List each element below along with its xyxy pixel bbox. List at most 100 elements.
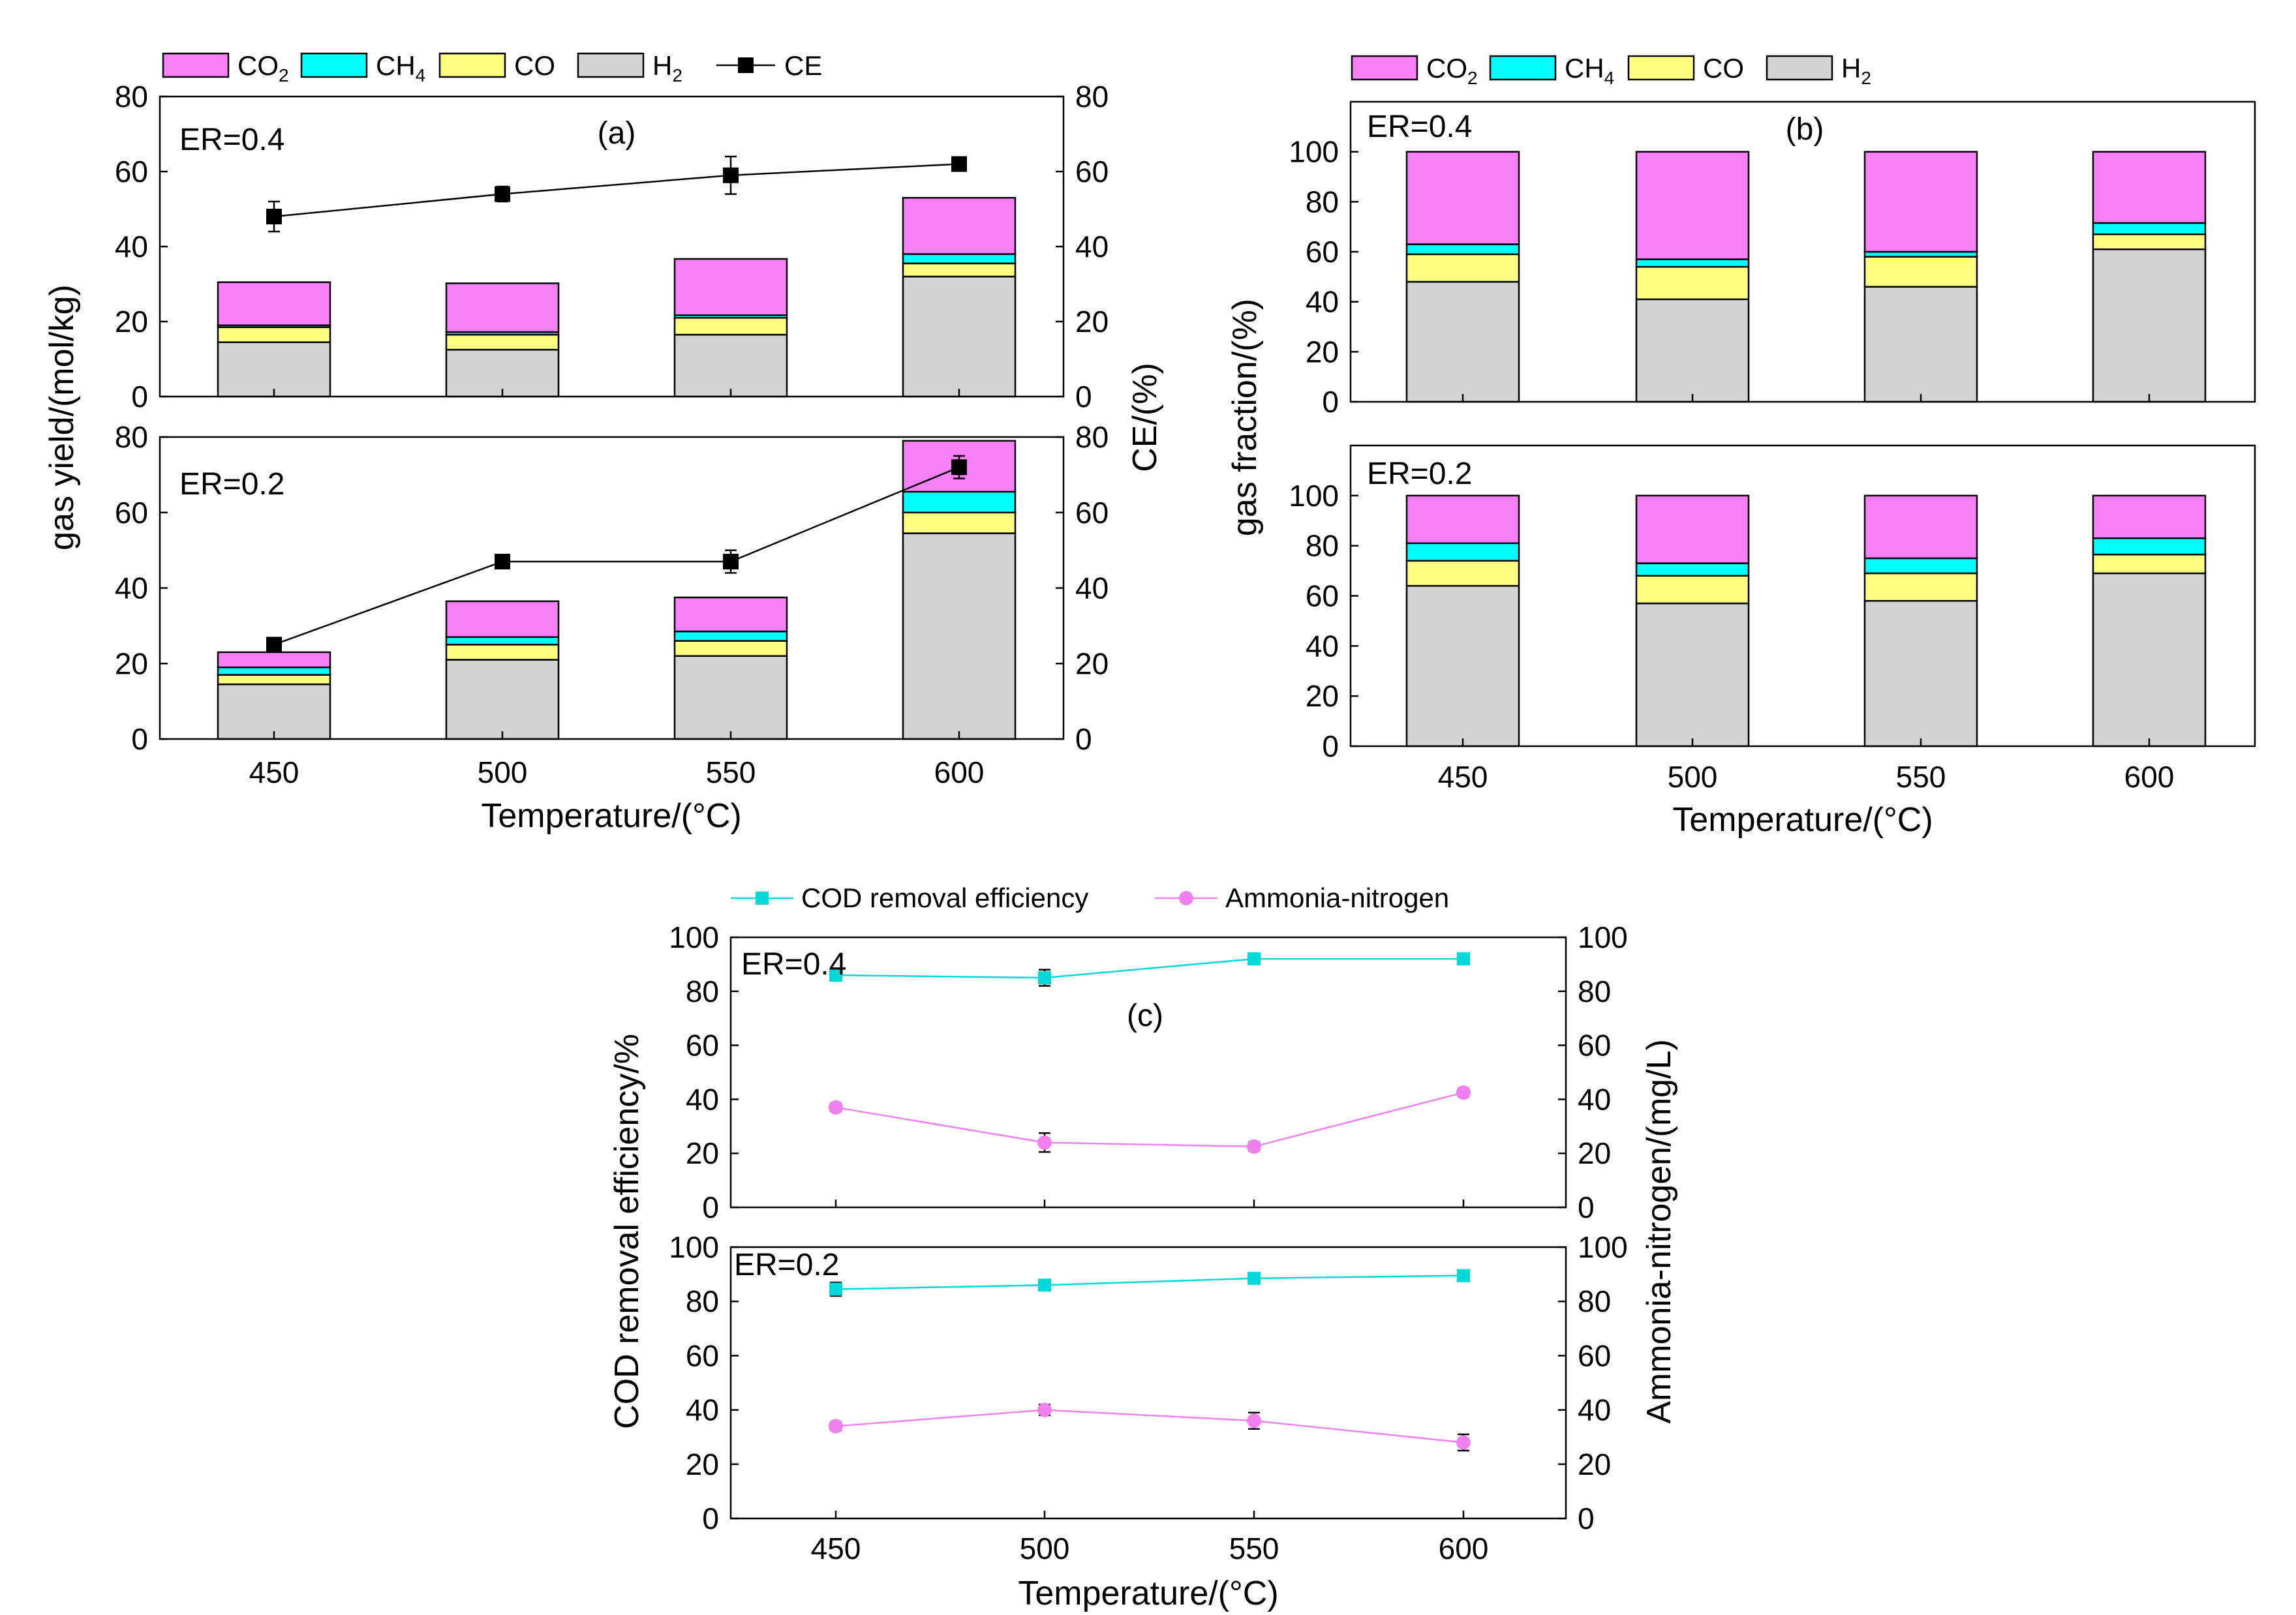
plot-frame-c-ER04 — [729, 936, 1567, 1209]
legend-label-co2: CO2 — [237, 50, 289, 85]
y-tick-label-b: 100 — [1289, 135, 1339, 169]
bar-co-ER04-550 — [1863, 256, 1978, 288]
bar-ch4-ER02-500 — [1635, 562, 1750, 577]
bar-co-ER02-600 — [902, 511, 1017, 534]
x-tick-label: 600 — [1439, 1532, 1489, 1565]
y2-tick-label-a: 80 — [1075, 80, 1109, 113]
bar-co2-ER04-450 — [1405, 151, 1520, 245]
legend-swatch-h2 — [1766, 55, 1833, 81]
y-tick-label-c: 80 — [686, 974, 719, 1008]
bar-ch4-ER02-550 — [1863, 557, 1978, 575]
nh3-line-ER02 — [835, 1409, 1464, 1443]
cod-point-ER04-550 — [1247, 952, 1261, 966]
x-tick-label: 550 — [1896, 760, 1946, 794]
nh3-line-ER04 — [835, 1091, 1464, 1148]
legend-label-co: CO — [514, 50, 555, 81]
y-axis-label-b: gas fraction/(%) — [1226, 299, 1264, 536]
bar-ch4-ER02-450 — [217, 666, 331, 676]
y-tick-label-b: 80 — [1306, 185, 1339, 219]
legend-swatch-co2 — [162, 52, 230, 78]
x-tick-label: 600 — [934, 755, 985, 789]
bar-ch4-ER04-500 — [1635, 258, 1750, 268]
legend-swatch-ch4 — [300, 52, 368, 78]
cod-point-ER04-450 — [829, 968, 842, 982]
legend-label-ch4: CH4 — [376, 50, 425, 85]
bar-h2-ER02-600 — [902, 532, 1017, 740]
bar-co-ER02-450 — [1405, 560, 1520, 587]
y-tick-label-b: 40 — [1306, 285, 1339, 319]
y2-tick-label-a: 20 — [1075, 305, 1109, 339]
nh3-point-ER02-600 — [1456, 1435, 1471, 1450]
bar-co-ER04-450 — [217, 326, 331, 343]
plot-frame-c-ER02 — [729, 1246, 1567, 1520]
y-tick-label-c: 100 — [669, 1230, 719, 1264]
panel-tag-c-ER02: ER=0.2 — [734, 1248, 839, 1282]
bar-h2-ER02-500 — [1635, 602, 1750, 747]
cod-point-ER02-450 — [829, 1282, 842, 1296]
legend-label-co: CO — [1703, 53, 1744, 83]
ce-point-ER04-450 — [266, 209, 282, 224]
x-axis-label-c: Temperature/(°C) — [1018, 1575, 1278, 1612]
bar-co2-ER02-600 — [2092, 494, 2207, 539]
y-tick-label-c: 80 — [686, 1284, 719, 1318]
ce-point-ER02-550 — [723, 553, 739, 569]
panel-tag-a-ER02: ER=0.2 — [179, 467, 284, 502]
cod-line-ER02 — [835, 1275, 1464, 1290]
x-tick-label: 450 — [249, 755, 299, 789]
y-tick-label-b: 0 — [1322, 385, 1339, 419]
legend-label-ch4: CH4 — [1565, 53, 1614, 88]
y2-tick-label-c: 0 — [1578, 1190, 1595, 1224]
ce-line-ER02 — [273, 466, 960, 646]
x-tick-label: 500 — [1668, 760, 1718, 794]
y-tick-label-b: 100 — [1289, 479, 1339, 513]
y2-tick-label-c: 20 — [1578, 1447, 1611, 1481]
panel-tag-a-ER04: ER=0.4 — [179, 123, 284, 157]
x-tick-label: 550 — [706, 755, 756, 789]
legend-marker-ce — [738, 57, 754, 73]
bar-co-ER04-500 — [1635, 265, 1750, 301]
y2-axis-label-c: Ammonia-nitrogen/(mg/L) — [1640, 1039, 1678, 1424]
legend-label-co2: CO2 — [1426, 53, 1478, 88]
y2-tick-label-c: 100 — [1578, 1230, 1628, 1264]
bar-co-ER02-450 — [217, 674, 331, 686]
bar-ch4-ER02-500 — [445, 636, 560, 646]
y2-tick-label-a: 60 — [1075, 496, 1109, 530]
cod-point-ER04-600 — [1457, 952, 1470, 966]
bar-h2-ER04-550 — [1863, 286, 1978, 403]
bar-ch4-ER02-550 — [673, 630, 788, 642]
bar-h2-ER04-600 — [902, 275, 1017, 398]
y2-tick-label-c: 60 — [1578, 1029, 1611, 1063]
bar-ch4-ER04-600 — [902, 253, 1017, 265]
bar-co2-ER04-550 — [673, 258, 788, 316]
y-tick-label-c: 0 — [702, 1502, 719, 1535]
bar-co2-ER04-500 — [1635, 151, 1750, 260]
y2-tick-label-a: 0 — [1075, 380, 1092, 414]
y-tick-label-c: 60 — [686, 1338, 719, 1372]
y2-tick-label-c: 80 — [1578, 1284, 1611, 1318]
bar-h2-ER02-550 — [673, 655, 788, 740]
y-tick-label-c: 40 — [686, 1393, 719, 1427]
y2-tick-label-a: 60 — [1075, 155, 1109, 189]
ce-point-ER02-600 — [951, 459, 967, 475]
bar-co2-ER04-600 — [902, 197, 1017, 255]
y-tick-label-a: 20 — [115, 305, 148, 339]
y-tick-label-c: 100 — [669, 920, 719, 954]
bar-h2-ER02-550 — [1863, 599, 1978, 747]
bar-co2-ER02-550 — [673, 596, 788, 633]
legend-swatch-ch4 — [1489, 55, 1557, 81]
legend-label-nh3: Ammonia-nitrogen — [1225, 883, 1449, 913]
y2-tick-label-c: 80 — [1578, 974, 1611, 1008]
panel-tag-c-ER04: ER=0.4 — [741, 947, 846, 982]
nh3-point-ER02-500 — [1037, 1402, 1052, 1417]
y2-tick-label-c: 100 — [1578, 920, 1628, 954]
y2-tick-label-a: 40 — [1075, 571, 1109, 605]
y2-tick-label-c: 20 — [1578, 1136, 1611, 1170]
x-tick-label: 550 — [1229, 1532, 1279, 1565]
x-tick-label: 500 — [1020, 1532, 1070, 1565]
bar-co-ER02-600 — [2092, 553, 2207, 575]
bar-co-ER04-550 — [673, 317, 788, 336]
y-tick-label-b: 20 — [1306, 335, 1339, 369]
panel-label-b: (b) — [1786, 112, 1824, 147]
y-tick-label-c: 40 — [686, 1082, 719, 1116]
